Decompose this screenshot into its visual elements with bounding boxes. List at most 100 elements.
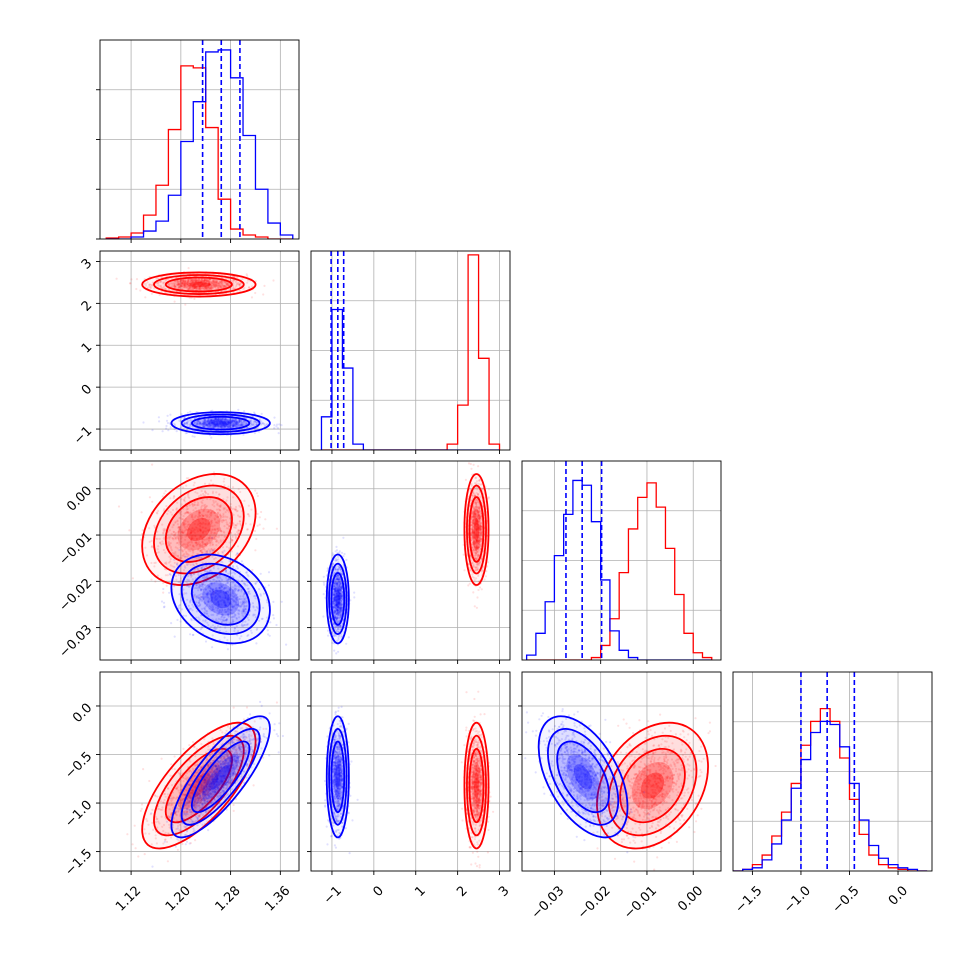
scatter-point [205,592,208,595]
scatter-point [217,418,220,421]
scatter-point [218,528,222,531]
scatter-point [335,617,338,620]
scatter-point [235,617,238,621]
scatter-point [221,282,224,285]
scatter-point [476,525,479,529]
scatter-point [115,277,118,280]
scatter-point [207,592,210,595]
scatter-point [183,282,186,285]
scatter-point [186,534,189,538]
scatter-point [201,499,204,502]
scatter-point [183,592,186,595]
scatter-point [474,556,477,560]
scatter-point [216,589,219,593]
scatter-point [211,282,215,285]
scatter-point [228,511,231,514]
scatter-point [227,420,230,423]
scatter-point [229,288,232,291]
scatter-point [214,535,217,538]
scatter-point [223,285,226,288]
scatter-point [476,566,479,569]
scatter-point [198,584,201,587]
scatter-point [198,544,201,547]
scatter-point [335,599,338,602]
scatter-point [478,540,481,543]
scatter-point [334,602,337,605]
scatter-point [335,592,339,595]
scatter-point [177,541,180,544]
scatter-point [336,596,339,599]
scatter-point [183,583,186,586]
scatter-point [192,509,195,512]
scatter-point [211,541,214,544]
scatter-point [230,601,233,604]
scatter-point [213,417,216,420]
scatter-point [234,594,237,597]
scatter-point [206,420,209,423]
scatter-point [221,618,224,621]
scatter-point [146,286,149,289]
scatter-point [219,419,222,423]
scatter-point [196,421,199,424]
scatter-point [477,513,480,516]
scatter-point [204,286,207,289]
scatter-point [243,612,246,615]
scatter-point [173,495,176,498]
scatter-point [188,287,191,290]
scatter-point [240,588,243,592]
scatter-point [245,571,248,574]
scatter-point [211,503,214,506]
scatter-point [245,600,249,603]
scatter-point [196,568,200,572]
scatter-point [477,510,480,513]
scatter-point [470,523,473,527]
scatter-point [225,568,228,571]
scatter-point [472,530,475,533]
scatter-point [474,534,477,537]
scatter-point [157,509,160,513]
scatter-point [203,279,207,282]
scatter-point [190,288,194,291]
scatter-point [244,610,247,614]
scatter-point [226,285,229,288]
scatter-point [173,565,176,569]
scatter-point [219,540,222,543]
scatter-point [238,421,241,424]
scatter-point [188,287,191,290]
scatter-point [248,613,251,617]
scatter-point [191,549,194,552]
scatter-point [190,537,193,540]
scatter-point [199,598,202,601]
scatter-point [250,296,254,299]
scatter-point [203,287,206,290]
scatter-point [162,591,165,594]
scatter-point [180,531,183,534]
scatter-point [192,537,195,540]
scatter-point [227,422,231,425]
scatter-point [252,420,255,423]
scatter-point [210,284,213,287]
blue-contour [170,553,271,645]
scatter-point [216,620,219,623]
scatter-point [477,531,480,535]
scatter-point [242,610,245,613]
scatter-point [181,281,185,284]
scatter-point [266,629,269,632]
scatter-point [191,535,194,538]
scatter-point [237,589,240,592]
scatter-point [199,282,202,285]
scatter-point [232,420,235,423]
scatter-point [162,587,165,591]
scatter-point [232,287,235,290]
scatter-point [234,422,238,425]
scatter-point [237,613,240,616]
scatter-point [218,419,221,422]
scatter-point [171,537,174,540]
scatter-point [236,604,240,607]
scatter-point [203,611,206,614]
scatter-point [183,523,186,526]
scatter-point [235,420,238,423]
scatter-point [180,513,183,516]
scatter-point [476,531,479,534]
scatter-point [477,515,480,518]
